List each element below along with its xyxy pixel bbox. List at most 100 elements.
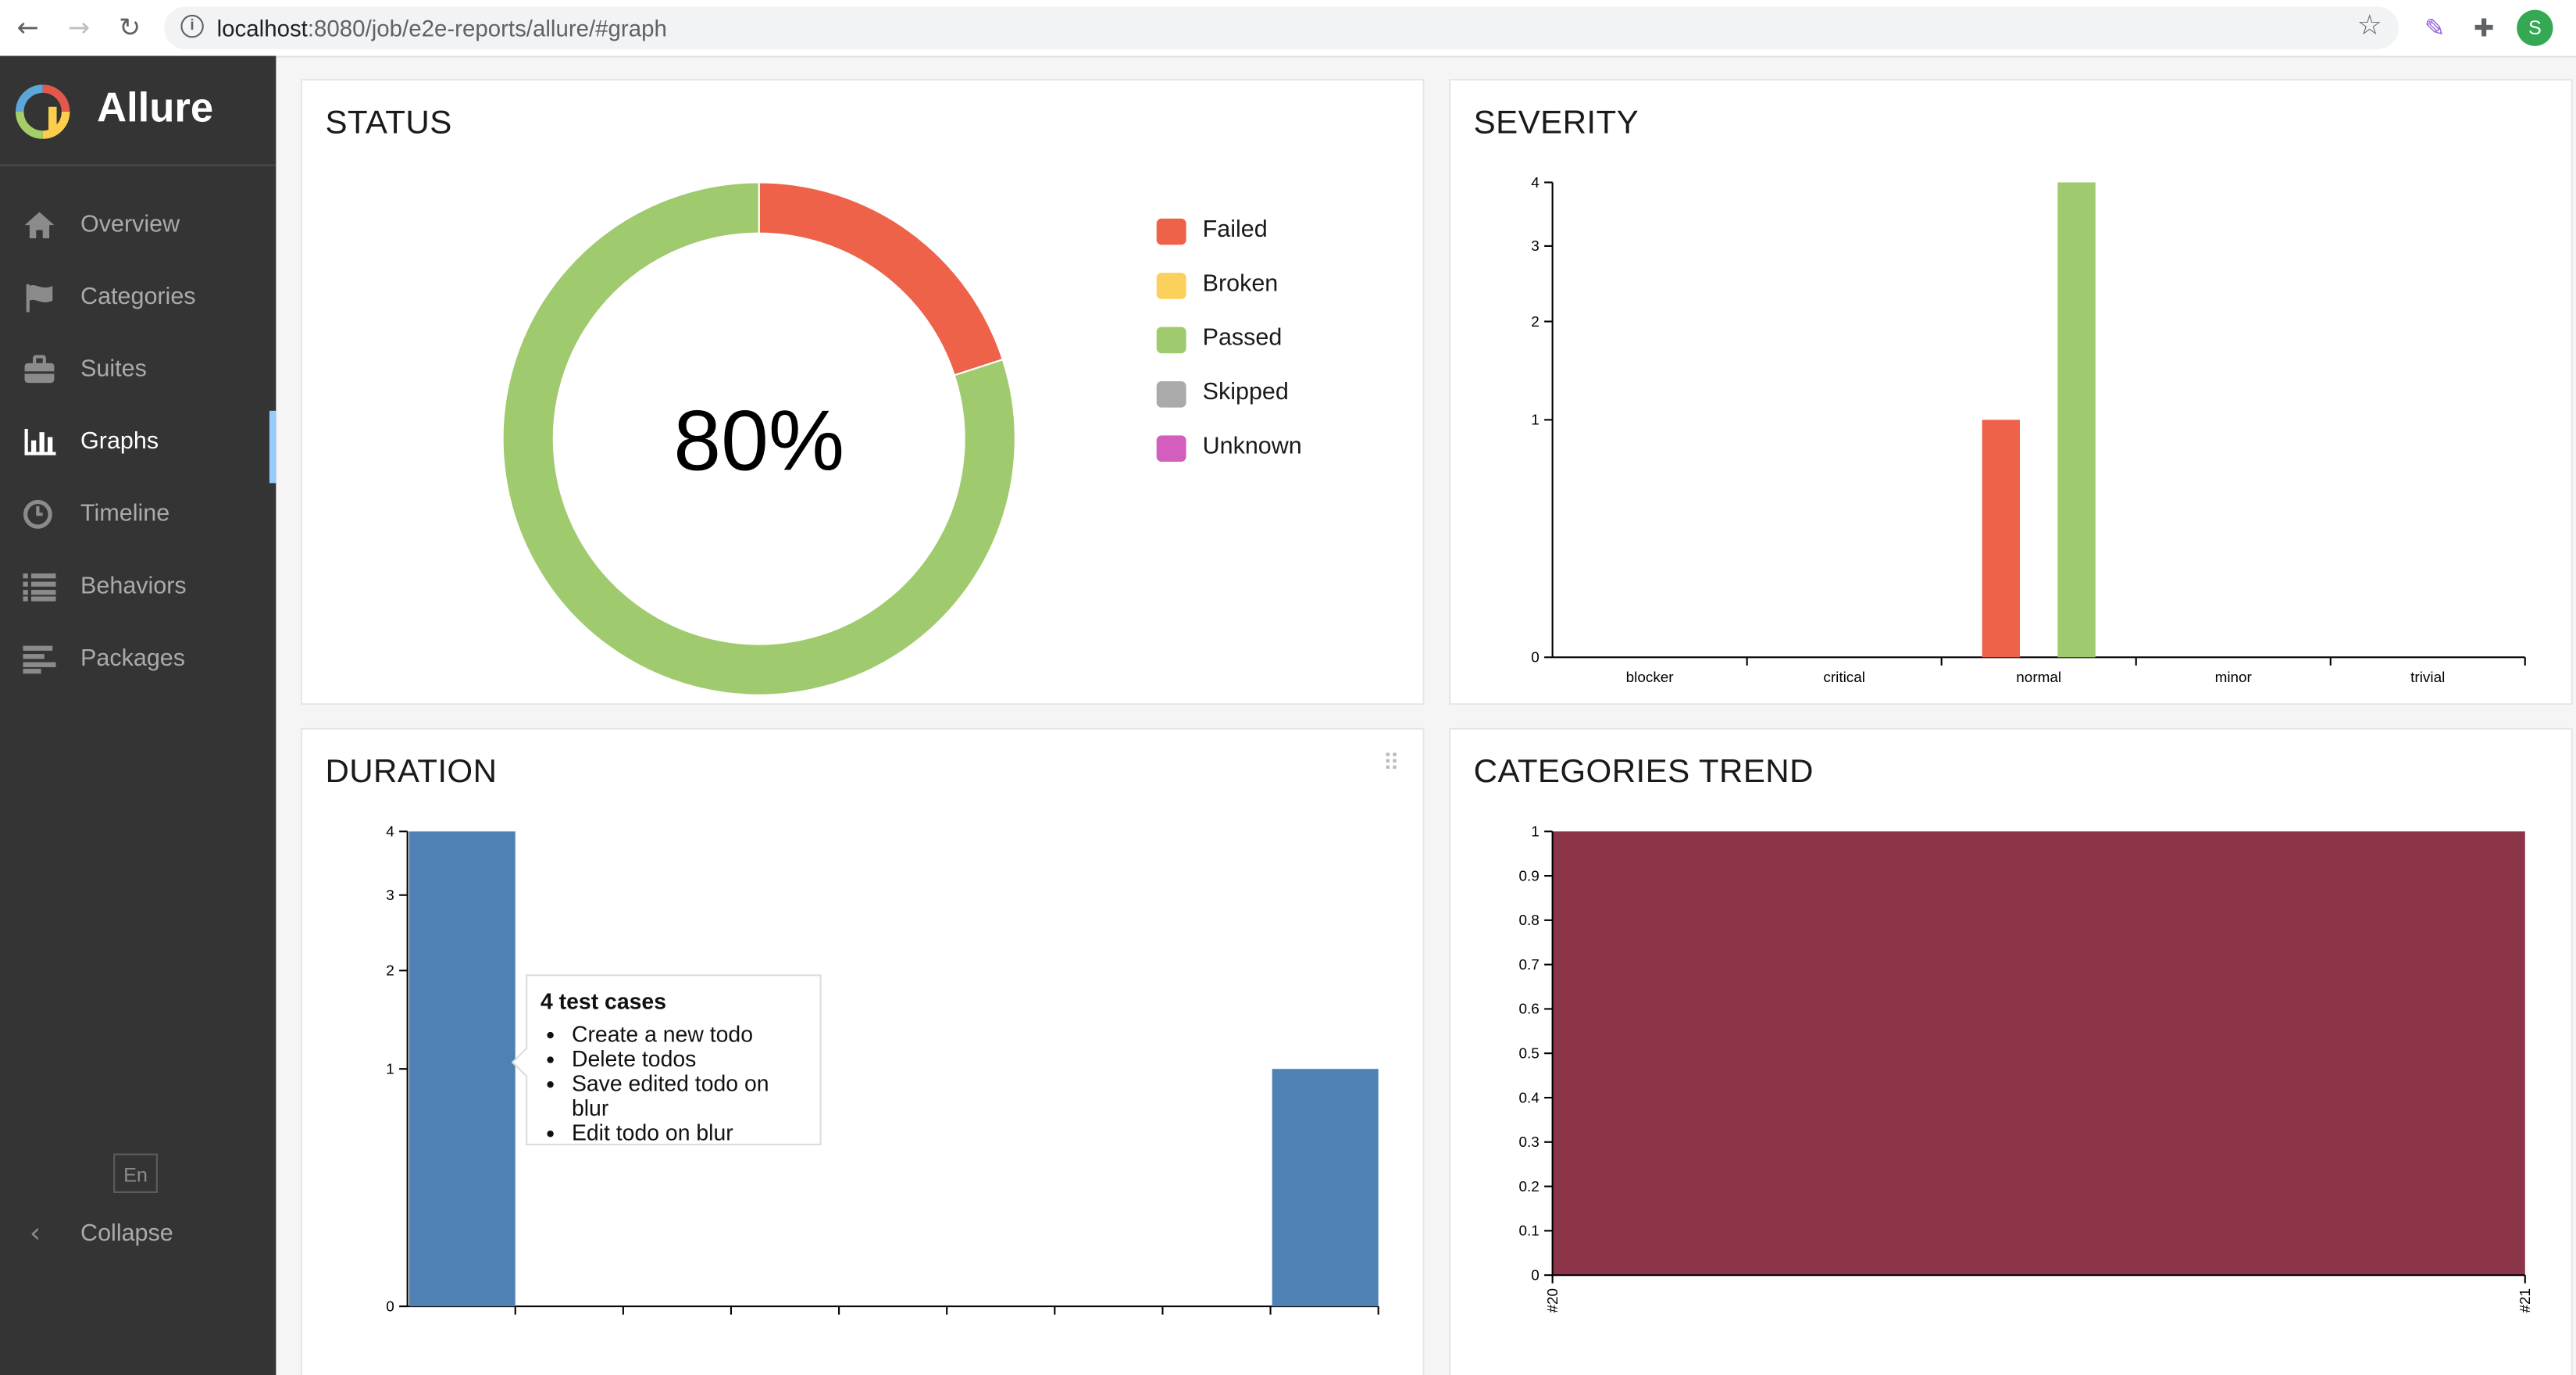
y-tick-label: 0 xyxy=(1531,1267,1540,1284)
sidebar-item-label: Overview xyxy=(80,212,180,238)
duration-tooltip: 4 test cases Create a new todo Delete to… xyxy=(526,974,822,1146)
widget-title: CATEGORIES TREND xyxy=(1473,754,1814,791)
duration-bar[interactable] xyxy=(1272,1069,1379,1307)
y-tick-label: 0.5 xyxy=(1518,1046,1539,1062)
y-tick-label: 2 xyxy=(386,963,394,980)
y-tick-label: 0.7 xyxy=(1518,957,1539,973)
y-tick-label: 0.1 xyxy=(1518,1223,1539,1240)
y-tick-label: 0 xyxy=(386,1298,394,1315)
sidebar-item-label: Behaviors xyxy=(80,573,187,600)
legend-swatch xyxy=(1156,380,1186,408)
x-tick-label: blocker xyxy=(1626,670,1674,686)
address-bar[interactable]: i localhost:8080/job/e2e-reports/allure/… xyxy=(164,6,2399,50)
collapse-label: Collapse xyxy=(80,1220,173,1248)
legend-swatch xyxy=(1156,273,1186,299)
sidebar-item-timeline[interactable]: Timeline xyxy=(0,483,276,548)
legend-label: Passed xyxy=(1202,325,1283,352)
y-tick-label: 3 xyxy=(386,888,394,904)
y-tick-label: 3 xyxy=(1531,238,1540,255)
url-path: :8080/job/e2e-reports/allure/#graph xyxy=(307,14,667,41)
legend-label: Failed xyxy=(1202,216,1268,244)
pen-extension-icon[interactable]: ✎ xyxy=(2424,12,2446,43)
severity-widget: SEVERITY 0 1 2 3 4 blocker critical normal minor… xyxy=(1449,78,2573,705)
y-tick-label: 0.6 xyxy=(1518,1002,1539,1018)
sidebar-item-label: Graphs xyxy=(80,428,159,455)
x-tick-label: minor xyxy=(2215,670,2252,686)
status-slice-passed[interactable] xyxy=(501,181,1016,696)
y-tick-label: 2 xyxy=(1531,314,1540,330)
tooltip-list: Create a new todo Delete todos Save edit… xyxy=(541,1022,807,1145)
y-tick-label: 4 xyxy=(1531,175,1540,191)
url-host: localhost xyxy=(216,14,308,41)
categories-trend-area-chart: 0 0.1 0.2 0.3 0.4 0.5 0.6 0.7 0.8 0.9 1 #20 #21 xyxy=(1518,824,2534,1313)
sidebar-item-suites[interactable]: Suites xyxy=(0,338,276,404)
duration-histogram: 0 1 2 3 4 xyxy=(386,824,1379,1315)
legend-label: Skipped xyxy=(1202,379,1289,406)
status-widget: STATUS 80% Failed Broken Passed Skipped Unkn… xyxy=(300,78,1425,705)
sidebar-item-packages[interactable]: Packages xyxy=(0,627,276,693)
duration-widget: DURATION ⠿ 0 1 2 3 4 xyxy=(300,727,1425,1375)
sidebar-item-graphs[interactable]: Graphs xyxy=(0,410,277,484)
sidebar-item-categories[interactable]: Categories xyxy=(0,266,276,332)
tooltip-item: Save edited todo on blur xyxy=(572,1071,807,1120)
reload-icon[interactable]: ↻ xyxy=(119,11,141,43)
x-tick-label: trivial xyxy=(2410,670,2445,686)
back-icon[interactable]: ← xyxy=(16,11,39,43)
language-select[interactable]: En xyxy=(113,1153,158,1193)
y-tick-label: 4 xyxy=(386,824,394,841)
profile-avatar[interactable]: S xyxy=(2517,9,2553,46)
clock-icon xyxy=(23,499,52,529)
tooltip-item: Delete todos xyxy=(572,1047,807,1072)
drag-handle-icon[interactable]: ⠿ xyxy=(1383,751,1400,777)
categories-trend-widget: CATEGORIES TREND 0 0.1 0.2 0.3 0.4 0.5 0.6 0.7 0… xyxy=(1449,727,2573,1375)
x-tick-label: #20 xyxy=(1545,1288,1561,1313)
extensions-puzzle-icon[interactable]: ✚ xyxy=(2473,12,2495,43)
sidebar-item-label: Categories xyxy=(80,284,196,311)
status-donut-chart: 80% xyxy=(501,181,1016,696)
x-tick-label: #21 xyxy=(2517,1288,2534,1313)
site-info-icon[interactable]: i xyxy=(180,14,204,38)
bookmark-star-icon[interactable]: ☆ xyxy=(2357,9,2382,43)
url-text[interactable]: localhost:8080/job/e2e-reports/allure/#g… xyxy=(217,15,667,41)
y-tick-label: 0.3 xyxy=(1518,1134,1539,1151)
list-icon xyxy=(23,573,56,602)
y-tick-label: 0.9 xyxy=(1518,868,1539,884)
status-center-label: 80% xyxy=(673,394,844,489)
sidebar-item-label: Packages xyxy=(80,645,186,673)
tooltip-title: 4 test cases xyxy=(540,989,667,1014)
severity-bar-passed[interactable] xyxy=(2057,182,2096,658)
y-tick-label: 0.8 xyxy=(1518,912,1539,929)
legend-label: Unknown xyxy=(1202,434,1302,460)
browser-toolbar: ← → ↻ i localhost:8080/job/e2e-reports/a… xyxy=(0,0,2576,58)
legend-swatch xyxy=(1156,327,1186,354)
allure-logo-icon xyxy=(15,84,70,139)
status-slice-failed[interactable] xyxy=(758,181,1004,377)
trend-area[interactable] xyxy=(1552,831,2525,1276)
widget-title: DURATION xyxy=(325,754,498,791)
duration-bar[interactable] xyxy=(409,831,516,1307)
sidebar-item-label: Suites xyxy=(80,356,147,384)
y-tick-label: 1 xyxy=(386,1062,394,1078)
severity-bar-failed[interactable] xyxy=(1982,420,2021,658)
sidebar-item-overview[interactable]: Overview xyxy=(0,194,276,259)
legend-swatch xyxy=(1156,218,1186,245)
collapse-button[interactable]: ‹ Collapse xyxy=(0,1211,276,1260)
forward-icon[interactable]: → xyxy=(67,11,91,43)
sidebar-item-behaviors[interactable]: Behaviors xyxy=(0,555,276,621)
y-tick-label: 0.4 xyxy=(1518,1090,1539,1106)
legend-label: Broken xyxy=(1202,271,1279,298)
y-tick-label: 0 xyxy=(1531,650,1540,666)
align-left-icon xyxy=(23,645,56,674)
widget-title: STATUS xyxy=(325,105,452,141)
y-tick-label: 1 xyxy=(1531,824,1540,841)
legend-swatch xyxy=(1156,435,1186,462)
x-tick-label: critical xyxy=(1823,670,1865,686)
sidebar-item-label: Timeline xyxy=(80,501,170,528)
briefcase-icon xyxy=(24,355,55,384)
x-tick-label: normal xyxy=(2016,670,2061,686)
brand-name: Allure xyxy=(97,85,214,132)
brand[interactable]: Allure xyxy=(0,56,277,166)
tooltip-item: Create a new todo xyxy=(572,1022,807,1047)
y-tick-label: 1 xyxy=(1531,412,1540,429)
